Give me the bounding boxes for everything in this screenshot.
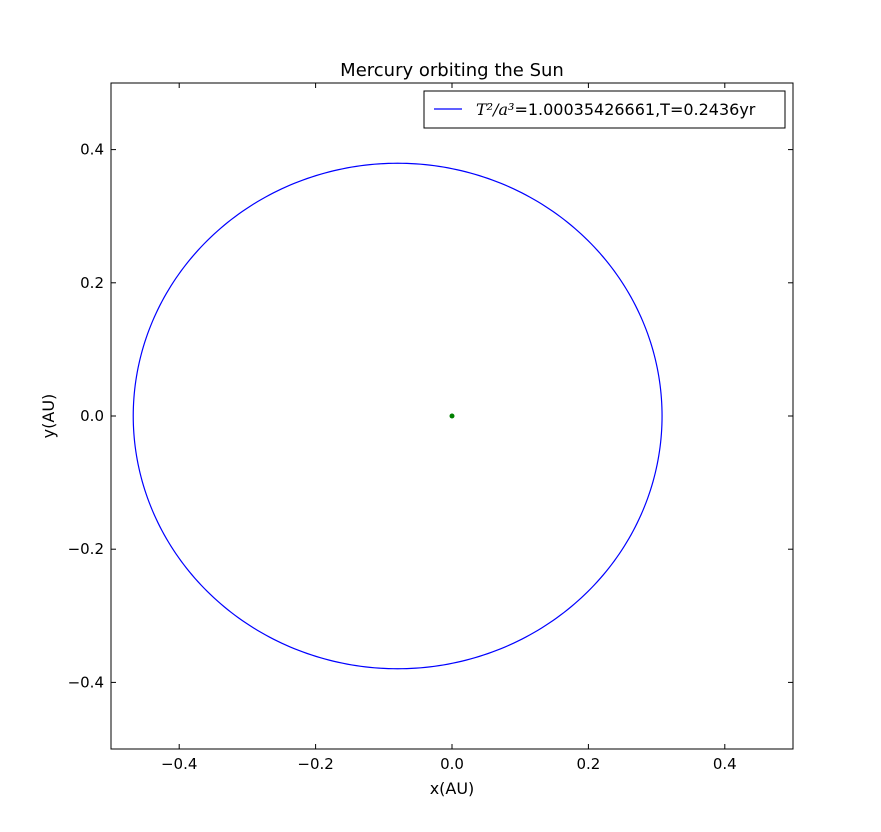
y-tick-label: −0.4: [68, 673, 104, 691]
y-axis-label: y(AU): [39, 394, 58, 439]
x-axis-label: x(AU): [430, 779, 475, 798]
y-tick-label: 0.2: [80, 274, 104, 292]
legend-box: [423, 90, 786, 129]
x-tick-label: 0.0: [440, 755, 464, 773]
legend-math-part: T²/a³: [476, 100, 514, 119]
y-tick-label: −0.2: [68, 540, 104, 558]
y-tick-label: 0.4: [80, 141, 104, 159]
marks: [132, 162, 663, 670]
ticks: −0.4 −0.2 0.0 0.2 0.4 −0.4 −0.2 0.0 0.2 0.4: [68, 83, 793, 773]
x-tick-label: −0.4: [161, 755, 197, 773]
y-tick-label: 0.0: [80, 407, 104, 425]
legend: T²/a³=1.00035426661,T=0.2436yr: [423, 90, 786, 129]
x-tick-label: 0.4: [713, 755, 737, 773]
plot-area: −0.4 −0.2 0.0 0.2 0.4 −0.4 −0.2 0.0 0.2 0.4: [68, 82, 794, 773]
x-tick-label: −0.2: [297, 755, 333, 773]
legend-label-orbit: T²/a³=1.00035426661,T=0.2436yr: [476, 100, 756, 119]
sun-point: [449, 413, 455, 419]
x-tick-label: 0.2: [576, 755, 600, 773]
legend-text-part: =1.00035426661,T=0.2436yr: [514, 100, 755, 119]
chart-title: Mercury orbiting the Sun: [340, 60, 564, 81]
orbit-line: [132, 162, 663, 670]
